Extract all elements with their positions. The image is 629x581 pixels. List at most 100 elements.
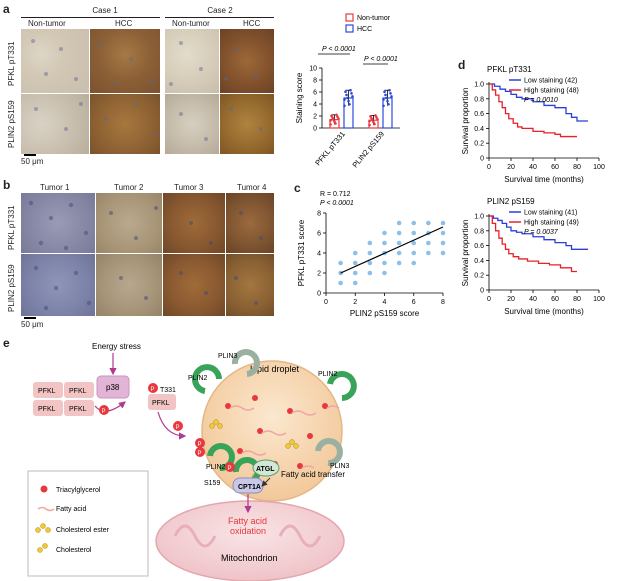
legend-hcc-label: HCC <box>357 26 372 33</box>
case2-bracket <box>165 17 274 18</box>
legend-ce-icon <box>35 523 51 533</box>
bar-point <box>334 122 337 125</box>
km2-ytick-label: 0.6 <box>474 243 484 250</box>
km2-legend-label-1: High staining (49) <box>524 220 579 227</box>
row-plin2-a: PLIN2 pS159 <box>7 100 16 148</box>
ihc-a-nontumor2-pfkl <box>165 29 219 93</box>
km1-pvalue: P = 0.0010 <box>524 97 558 104</box>
ihc-b-tumor3-plin2 <box>163 254 225 316</box>
bar-point <box>383 90 386 94</box>
correlation-chart: R = 0.712 P < 0.0001 0 2 4 6 8 0 2 4 6 8 PLIN2 pS1… <box>297 191 446 318</box>
km1-xtick-label: 20 <box>507 164 515 171</box>
case1-header: Case 1 <box>92 6 118 15</box>
mito-cristae <box>173 524 322 548</box>
bar-xtick-label: PFKL pT331 <box>313 130 347 168</box>
bar-point <box>345 93 348 97</box>
p-mark-3-label: P <box>176 425 180 431</box>
mitochondrion-label: Mitochondrion <box>221 553 278 563</box>
km1-curve-1 <box>489 83 577 138</box>
scatter-point <box>411 230 417 236</box>
km2-curve-0 <box>489 215 588 250</box>
bar-point <box>346 96 349 100</box>
km1-ytick-label: 0 <box>480 156 484 163</box>
bar-point <box>374 114 377 117</box>
ihc-b-tumor2-pfkl <box>96 193 162 253</box>
bar-point <box>372 120 375 124</box>
km2-ytick-label: 0.4 <box>474 258 484 265</box>
km2-xlabel: Survival time (months) <box>504 307 584 316</box>
pfkl-tetramer: PFKL PFKL PFKL PFKL <box>33 382 94 416</box>
pfkl-monomer <box>148 394 176 410</box>
panel-a-letter: a <box>3 2 10 16</box>
legend-chol-icon <box>37 543 48 553</box>
km1-title: PFKL pT331 <box>487 65 532 74</box>
transfer-arrow <box>261 477 271 487</box>
bar-point <box>386 99 389 103</box>
plin2-top-left: PLIN2 <box>188 364 222 394</box>
km1-legend-label-0: Low staining (42) <box>524 78 577 85</box>
legend-tag-icon <box>40 485 48 493</box>
ihc-a-nontumor2-plin2 <box>165 94 219 154</box>
km2-ytick-label: 0.2 <box>474 273 484 280</box>
ihc-b-tumor4-plin2 <box>226 254 274 316</box>
energy-stress-label: Energy stress <box>92 342 141 351</box>
km2-plot-area: PLIN2 pS159 0 0.2 0.4 0.6 0.8 1.0 0 20 40 60 80 100 L… <box>461 197 605 316</box>
ihc-b-tumor1-plin2 <box>21 254 95 316</box>
scatter-point <box>411 250 417 256</box>
fao-label-2: oxidation <box>230 526 266 536</box>
legend-chol-label: Cholesterol <box>56 547 92 554</box>
cpt1a-label: CPT1A <box>238 484 261 491</box>
col-tumor1: Tumor 1 <box>40 183 70 192</box>
scatter-ytick-label: 4 <box>317 251 321 258</box>
scatter-point <box>426 220 431 226</box>
fao-label-1: Fatty acid <box>228 516 267 526</box>
scatter-point <box>352 270 358 276</box>
bar-point <box>348 102 351 106</box>
legend-hcc-swatch <box>345 24 354 33</box>
svg-text:P: P <box>228 466 232 472</box>
km2-title: PLIN2 pS159 <box>487 197 535 206</box>
legend-box <box>27 470 149 577</box>
bar-ytick-label: 10 <box>309 66 317 73</box>
col-tumor3: Tumor 3 <box>174 183 204 192</box>
bar-point <box>350 92 353 95</box>
km2-xtick-label: 0 <box>487 296 491 303</box>
plin2-label-3: PLIN2 <box>206 464 226 471</box>
plin2-label-2: PLIN2 <box>318 371 338 378</box>
pfkl-mono-label: PFKL <box>152 400 170 407</box>
legend-ce-label: Cholesterol ester <box>56 527 110 534</box>
ihc-b-tumor4-pfkl <box>226 193 274 253</box>
pfkl-tet-4: PFKL <box>69 406 87 413</box>
km2-xtick-label: 20 <box>507 296 515 303</box>
scatter-ytick-label: 6 <box>317 231 321 238</box>
atgl-label: ATGL <box>256 466 275 473</box>
km1-xlabel: Survival time (months) <box>504 175 584 184</box>
scatter-point <box>382 230 387 236</box>
km2-curve-1 <box>489 215 577 273</box>
bar-point <box>385 96 388 100</box>
bar-point <box>368 119 371 123</box>
ihc-a-nuclei-overlay <box>31 39 263 141</box>
scatter-point <box>396 230 402 236</box>
km2-ytick-label: 0 <box>480 288 484 295</box>
plin3-right: PLIN3 <box>315 438 350 470</box>
scatter-point <box>396 250 402 256</box>
corr-r: R = 0.712 <box>320 191 351 198</box>
pvalue-2: P < 0.0001 <box>364 56 398 63</box>
droplet-fatty-acids <box>229 405 340 469</box>
col-hcc-1: HCC <box>115 19 133 28</box>
scatter-point <box>367 250 373 256</box>
pfkl-tet-3: PFKL <box>38 406 56 413</box>
scatter-xlabel: PLIN2 pS159 score <box>350 309 420 318</box>
mitochondrion <box>155 500 345 581</box>
atgl-box <box>252 459 280 477</box>
legend-nontumor-label: Non-tumor <box>357 15 391 22</box>
plin3-label-1: PLIN3 <box>218 353 238 360</box>
lipid-droplet-label: Lipid droplet <box>250 364 300 374</box>
scatter-point <box>411 220 417 226</box>
km1-xtick-label: 80 <box>573 164 581 171</box>
pvalue-1: P < 0.0001 <box>322 46 356 53</box>
bar-point <box>343 104 346 108</box>
staining-score-chart: Non-tumor HCC P < 0.0001 P < 0.0001 0 2 4 6… <box>295 13 400 169</box>
scatter-point <box>396 240 402 246</box>
